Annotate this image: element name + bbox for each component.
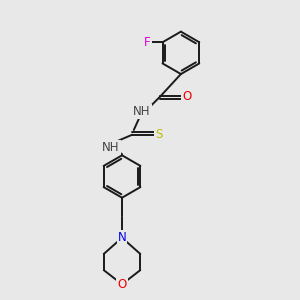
Text: O: O bbox=[117, 278, 127, 291]
Text: NH: NH bbox=[133, 105, 151, 118]
Text: NH: NH bbox=[102, 141, 120, 154]
Text: N: N bbox=[118, 231, 126, 244]
Text: S: S bbox=[155, 128, 163, 141]
Text: F: F bbox=[144, 36, 151, 49]
Text: O: O bbox=[182, 90, 191, 103]
